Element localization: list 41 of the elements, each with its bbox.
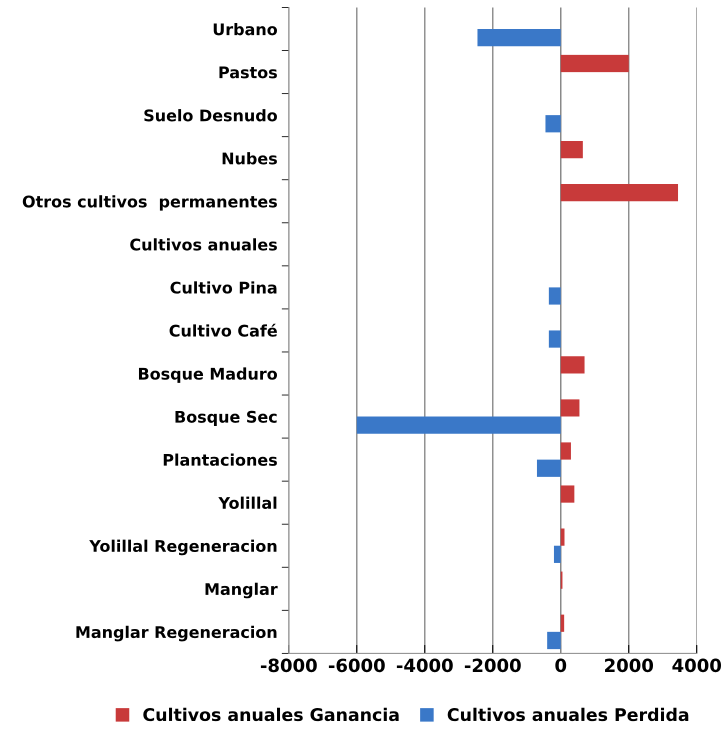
bar [356, 416, 561, 434]
y-tick-label: Cultivo Pina [170, 281, 276, 294]
bar [560, 614, 564, 632]
x-tick-label: -2000 [464, 658, 521, 672]
y-tick-label: Cultivos anuales [130, 238, 277, 251]
bar [560, 356, 585, 374]
y-tick-label: Cultivo Café [170, 324, 277, 337]
bar [560, 485, 574, 503]
y-tick-label: Manglar [206, 582, 278, 598]
x-tick-label: 0 [555, 658, 566, 672]
x-tick-label: -4000 [396, 658, 453, 672]
y-tick-label: Pastos [219, 66, 277, 78]
bar [547, 632, 561, 650]
y-tick-label: Manglar Regeneracion [76, 626, 276, 642]
x-tick-label: -8000 [260, 658, 317, 672]
y-tick-label: Plantaciones [164, 454, 277, 466]
legend-label: Cultivos anuales Ganancia [143, 708, 399, 722]
x-tick-label: -6000 [328, 658, 385, 672]
y-tick-label: Nubes [222, 152, 277, 165]
y-tick-label: Urbano [214, 22, 278, 36]
y-tick-label: Otros cultivos permanentes [22, 195, 277, 211]
y-tick-label: Yolillal [218, 496, 276, 509]
bar [545, 115, 561, 132]
y-tick-label: Yolillal Regeneracion [89, 540, 276, 556]
legend-label: Cultivos anuales Perdida [448, 708, 688, 722]
bar [477, 29, 561, 46]
bar [548, 287, 561, 305]
y-tick-label: Bosque Sec [176, 410, 277, 426]
bar [560, 442, 571, 460]
bar [536, 460, 561, 477]
bar [560, 528, 564, 546]
x-tick-label: 2000 [605, 658, 654, 672]
bar [560, 140, 583, 158]
y-tick-label: Bosque Maduro [138, 367, 278, 383]
x-tick-label: 4000 [672, 658, 721, 672]
bar [548, 330, 561, 348]
bar [560, 54, 629, 72]
bar [560, 399, 580, 417]
bar [560, 184, 678, 202]
y-tick-label: Suelo Desnudo [144, 109, 278, 122]
bar [554, 546, 561, 563]
